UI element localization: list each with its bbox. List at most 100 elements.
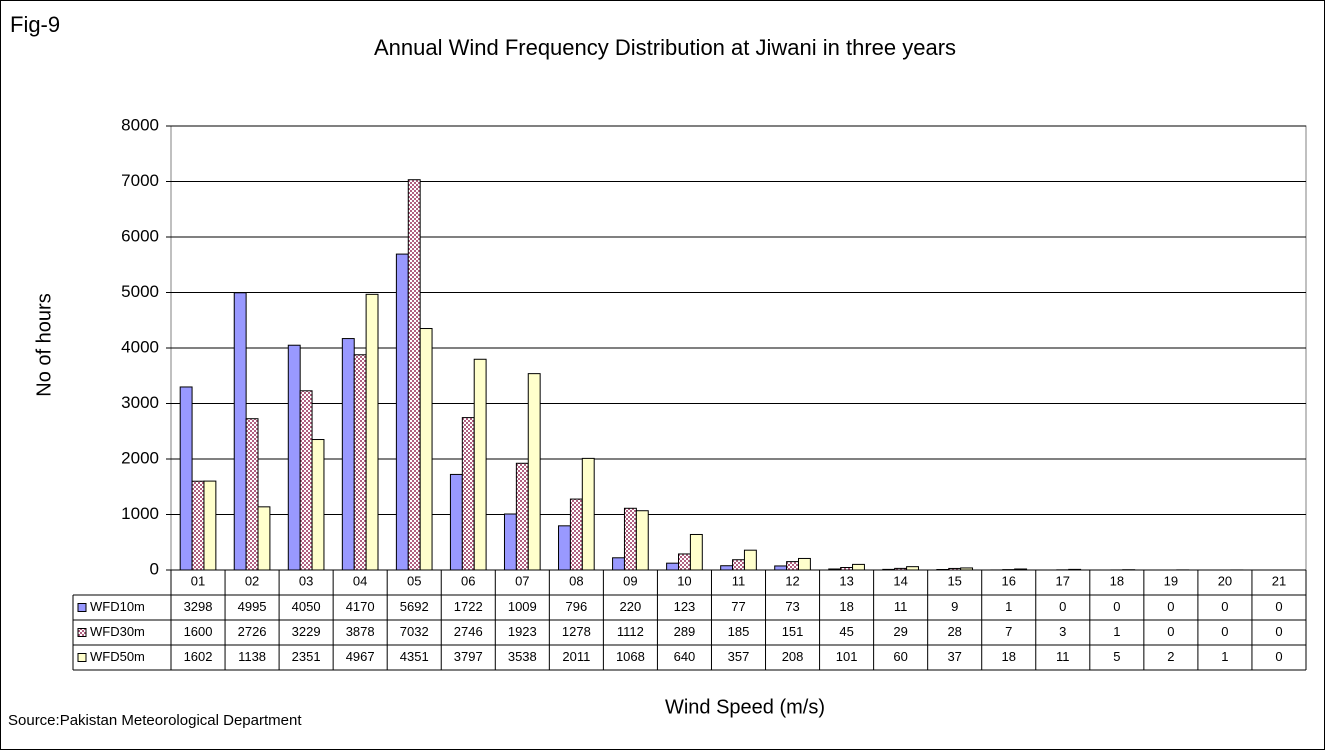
table-value: 18	[1002, 649, 1016, 664]
y-tick-label: 5000	[121, 282, 159, 301]
chart-title: Annual Wind Frequency Distribution at Ji…	[374, 35, 956, 60]
table-value: 4050	[292, 599, 321, 614]
table-value: 0	[1113, 599, 1120, 614]
x-tick-label: 17	[1056, 573, 1070, 588]
table-value: 185	[728, 624, 750, 639]
table-value: 289	[674, 624, 696, 639]
bar	[635, 510, 649, 571]
table-value: 1009	[508, 599, 537, 614]
bar	[666, 562, 680, 571]
table-value: 0	[1059, 599, 1066, 614]
table-value: 2011	[562, 649, 590, 664]
bar	[569, 498, 583, 571]
table-value: 7	[1005, 624, 1012, 639]
table-value: 1278	[562, 624, 591, 639]
legend-label: WFD10m	[90, 599, 145, 614]
bar	[623, 507, 637, 571]
x-tick-label: 16	[1002, 573, 1016, 588]
legend-key	[77, 653, 87, 662]
bar	[191, 480, 205, 571]
y-tick-label: 7000	[121, 171, 159, 190]
table-value: 357	[728, 649, 750, 664]
table-value: 0	[1167, 599, 1174, 614]
x-tick-label: 12	[785, 573, 799, 588]
table-value: 60	[893, 649, 907, 664]
x-tick-label: 06	[461, 573, 475, 588]
legend-key	[77, 603, 87, 612]
table-value: 3298	[184, 599, 213, 614]
x-tick-label: 18	[1110, 573, 1124, 588]
table-value: 11	[1056, 649, 1070, 664]
table-value: 9	[951, 599, 958, 614]
table-value: 640	[674, 649, 696, 664]
bar	[558, 525, 571, 571]
x-tick-label: 14	[893, 573, 907, 588]
bar	[407, 179, 421, 571]
y-tick-label: 4000	[121, 337, 159, 356]
table-value: 2	[1167, 649, 1174, 664]
table-value: 4351	[400, 649, 429, 664]
bar	[245, 418, 259, 571]
x-tick-label: 03	[299, 573, 313, 588]
bar	[365, 293, 379, 571]
legend-label: WFD50m	[90, 649, 145, 664]
x-tick-label: 11	[732, 573, 746, 588]
bar	[515, 462, 529, 571]
table-value: 3	[1059, 624, 1066, 639]
table-value: 0	[1221, 624, 1228, 639]
bar	[797, 557, 811, 571]
table-value: 2726	[238, 624, 267, 639]
table-value: 4967	[346, 649, 375, 664]
table-value: 5	[1113, 649, 1120, 664]
table-value: 2351	[292, 649, 321, 664]
table-value: 18	[839, 599, 853, 614]
bar	[678, 553, 691, 571]
x-axis-label: Wind Speed (m/s)	[665, 696, 825, 718]
table-value: 7032	[400, 624, 429, 639]
table-value: 1722	[454, 599, 483, 614]
bar	[612, 557, 625, 571]
table-value: 101	[836, 649, 858, 664]
x-tick-label: 09	[623, 573, 637, 588]
table-value: 0	[1275, 624, 1282, 639]
bar	[852, 563, 865, 571]
table-value: 1602	[184, 649, 213, 664]
table-value: 1600	[184, 624, 213, 639]
table-value: 1	[1005, 599, 1012, 614]
bar	[287, 344, 301, 571]
table-value: 4170	[346, 599, 375, 614]
x-tick-label: 02	[245, 573, 259, 588]
table-value: 3878	[346, 624, 375, 639]
x-tick-label: 13	[839, 573, 853, 588]
bar	[473, 358, 487, 571]
bar	[743, 549, 757, 571]
table-value: 220	[620, 599, 642, 614]
bar	[353, 354, 367, 571]
x-tick-label: 10	[677, 573, 691, 588]
table-value: 11	[894, 599, 908, 614]
bar	[527, 373, 541, 571]
y-tick-label: 3000	[121, 393, 159, 412]
table-value: 37	[947, 649, 961, 664]
bar	[774, 565, 788, 571]
y-tick-label: 8000	[121, 115, 159, 134]
table-value: 77	[731, 599, 745, 614]
table-value: 1	[1113, 624, 1120, 639]
table-value: 1138	[238, 649, 266, 664]
table-value: 1112	[617, 624, 644, 639]
figure-label: Fig-9	[10, 12, 60, 37]
table-value: 123	[674, 599, 696, 614]
table-value: 3797	[454, 649, 483, 664]
x-tick-label: 01	[191, 573, 205, 588]
table-value: 3229	[292, 624, 321, 639]
y-tick-label: 6000	[121, 226, 159, 245]
y-tick-label: 2000	[121, 448, 159, 467]
bar	[395, 253, 409, 571]
table-value: 0	[1167, 624, 1174, 639]
legend-label: WFD30m	[90, 624, 145, 639]
table-value: 208	[782, 649, 804, 664]
table-value: 45	[839, 624, 853, 639]
y-tick-label: 0	[150, 559, 159, 578]
bar	[689, 533, 703, 571]
